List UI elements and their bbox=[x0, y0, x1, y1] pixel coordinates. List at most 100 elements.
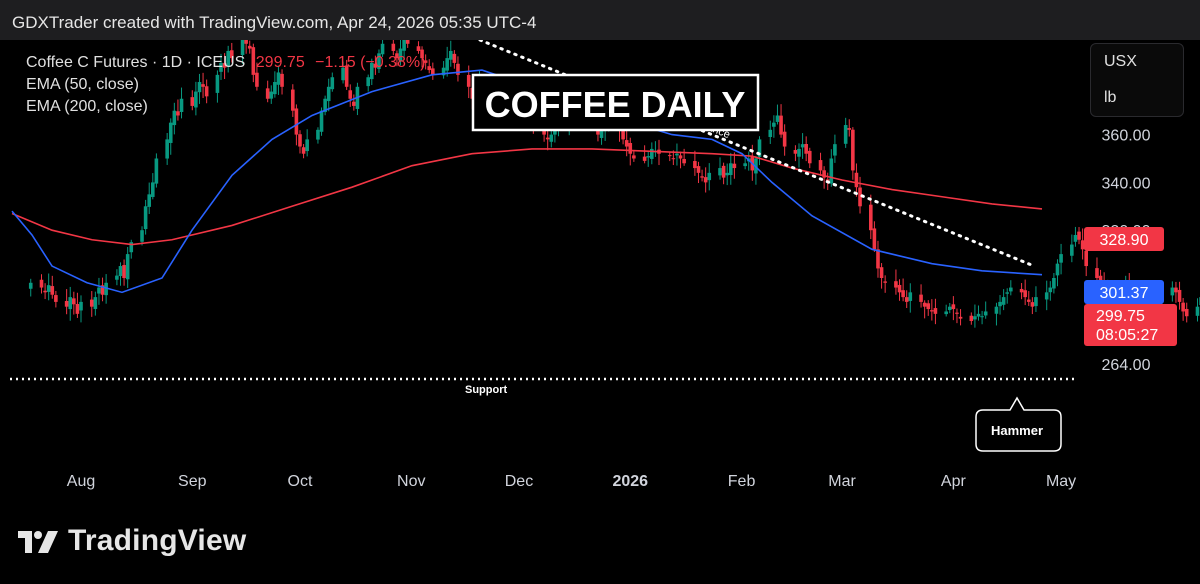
candle bbox=[969, 312, 974, 325]
candle-body bbox=[441, 67, 446, 76]
y-tick-label: 360.00 bbox=[1102, 128, 1151, 145]
candle bbox=[829, 149, 834, 187]
y-tick-label: 264.00 bbox=[1102, 357, 1151, 374]
candle bbox=[147, 182, 152, 215]
candle-body bbox=[391, 43, 396, 51]
candle bbox=[129, 239, 134, 259]
candle-body bbox=[215, 74, 220, 93]
candle bbox=[219, 53, 223, 80]
candle-body bbox=[377, 53, 381, 69]
candle-body bbox=[380, 43, 385, 55]
candle bbox=[172, 102, 177, 135]
candle-body bbox=[642, 156, 647, 161]
candle-body bbox=[291, 89, 295, 111]
candle bbox=[973, 304, 977, 328]
last-price-badge: 299.75 bbox=[1096, 308, 1145, 325]
unit-selector[interactable]: USX lb bbox=[1090, 43, 1184, 117]
candle bbox=[976, 305, 981, 321]
candle-body bbox=[118, 266, 123, 277]
candle bbox=[994, 302, 999, 326]
candle-body bbox=[330, 77, 335, 90]
candle-body bbox=[154, 158, 159, 184]
candle bbox=[1181, 298, 1185, 321]
candle bbox=[298, 130, 302, 154]
candle bbox=[1055, 259, 1060, 287]
candle-body bbox=[833, 144, 837, 156]
candle bbox=[1023, 279, 1027, 306]
candle-body bbox=[28, 282, 33, 289]
candle-body bbox=[851, 129, 855, 171]
candle-body bbox=[1084, 250, 1088, 267]
candle bbox=[800, 133, 805, 159]
candle bbox=[854, 163, 859, 197]
candle bbox=[876, 240, 880, 278]
legend-symbol-row[interactable]: Coffee C Futures · 1D · ICEUS 299.75 −1.… bbox=[26, 52, 425, 74]
candle-body bbox=[226, 50, 230, 66]
legend-ema50[interactable]: EMA (50, close) bbox=[26, 76, 139, 93]
header-bar: GDXTrader created with TradingView.com, … bbox=[0, 0, 1200, 40]
candle bbox=[922, 300, 927, 319]
candle-body bbox=[800, 144, 805, 148]
candle-body bbox=[696, 166, 701, 173]
candle bbox=[1184, 302, 1189, 323]
candle-body bbox=[768, 129, 773, 137]
candle bbox=[955, 308, 959, 324]
candle bbox=[222, 53, 227, 80]
candle bbox=[344, 59, 349, 90]
candle-body bbox=[39, 279, 44, 288]
candle bbox=[897, 279, 902, 301]
x-tick-label: 2026 bbox=[612, 473, 648, 490]
legend-ema200[interactable]: EMA (200, close) bbox=[26, 98, 148, 115]
candle-body bbox=[1080, 240, 1085, 250]
candle-body bbox=[255, 72, 259, 87]
candle bbox=[276, 65, 281, 95]
candle-body bbox=[280, 73, 284, 87]
candle-body bbox=[416, 46, 421, 51]
candle bbox=[646, 151, 651, 167]
candle bbox=[341, 61, 345, 84]
chart-legend[interactable]: Coffee C Futures · 1D · ICEUS 299.75 −1.… bbox=[26, 52, 425, 118]
candle bbox=[323, 95, 327, 116]
candle bbox=[1174, 281, 1178, 303]
candle bbox=[807, 147, 812, 169]
currency-label[interactable]: USX bbox=[1104, 53, 1137, 70]
candle-body bbox=[64, 300, 69, 307]
candle bbox=[46, 273, 51, 301]
candle-body bbox=[782, 131, 787, 147]
candle-body bbox=[251, 47, 256, 75]
candle bbox=[1009, 280, 1013, 296]
candle-body bbox=[969, 315, 974, 322]
candle bbox=[348, 84, 353, 107]
candle-body bbox=[229, 50, 234, 59]
candle bbox=[980, 310, 984, 325]
candle bbox=[675, 143, 679, 166]
candle-body bbox=[176, 111, 180, 116]
candle bbox=[721, 162, 726, 185]
candle bbox=[998, 295, 1002, 315]
candle bbox=[100, 277, 105, 302]
candle bbox=[804, 136, 808, 162]
candle-body bbox=[352, 101, 356, 106]
candle-body bbox=[1195, 306, 1200, 316]
legend-change: −1.15 (−0.38%) bbox=[315, 54, 426, 71]
candle-body bbox=[944, 311, 948, 315]
candle bbox=[1001, 289, 1006, 311]
candle bbox=[883, 275, 887, 293]
candle bbox=[125, 246, 130, 288]
unit-label[interactable]: lb bbox=[1104, 89, 1117, 106]
candle-body bbox=[395, 53, 399, 59]
candle bbox=[696, 161, 701, 184]
candle bbox=[947, 302, 952, 314]
ema200-line bbox=[11, 148, 1043, 246]
candle bbox=[983, 301, 988, 319]
candle bbox=[75, 292, 80, 318]
candle bbox=[642, 145, 647, 164]
x-tick-label: Nov bbox=[397, 473, 425, 490]
candle bbox=[89, 291, 94, 317]
candle-body bbox=[43, 290, 47, 293]
candle-body bbox=[151, 182, 155, 197]
candle-body bbox=[273, 82, 277, 95]
candle-body bbox=[671, 158, 676, 160]
candle bbox=[265, 80, 270, 103]
